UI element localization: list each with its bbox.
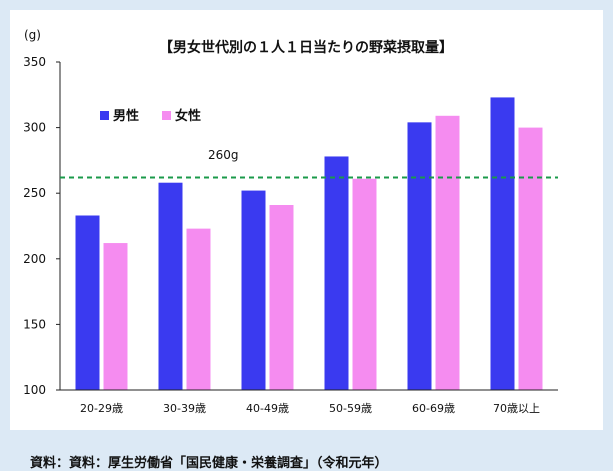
y-tick-label: 250 — [23, 186, 46, 200]
legend-label: 女性 — [175, 108, 201, 124]
source-note: 資料：資料：厚生労働省「国民健康・栄養調査」（令和元年） — [30, 456, 388, 471]
bar-female-5 — [518, 127, 543, 390]
legend-swatch — [162, 111, 171, 120]
bar-female-4 — [435, 115, 460, 391]
x-tick-label: 60-69歳 — [412, 402, 455, 415]
y-axis-unit: (g) — [24, 28, 41, 42]
y-tick-label: 100 — [23, 383, 46, 397]
bar-male-3 — [324, 156, 349, 390]
x-tick-label: 20-29歳 — [80, 402, 123, 415]
x-tick-label: 30-39歳 — [163, 402, 206, 415]
bar-chart: 【男女世代別の１人１日当たりの野菜摂取量】 (g) 100 150 200 250 30… — [23, 28, 558, 415]
y-tick-label: 300 — [23, 121, 46, 135]
y-tick-label: 350 — [23, 55, 46, 69]
chart-title: 【男女世代別の１人１日当たりの野菜摂取量】 — [159, 39, 453, 56]
y-axis-ticks: 100 150 200 250 300 350 — [23, 55, 60, 397]
chart-panel: 【男女世代別の１人１日当たりの野菜摂取量】 (g) 100 150 200 250 30… — [10, 10, 603, 471]
bar-female-3 — [352, 178, 377, 390]
bar-female-0 — [103, 243, 128, 390]
y-tick-label: 150 — [23, 317, 46, 331]
bar-female-2 — [269, 205, 294, 390]
bar-male-0 — [75, 215, 100, 390]
bar-male-5 — [490, 97, 515, 390]
bar-female-1 — [186, 228, 211, 390]
legend-label: 男性 — [113, 108, 139, 124]
legend: 男性 女性 — [100, 108, 201, 124]
x-tick-label: 50-59歳 — [329, 402, 372, 415]
x-tick-label: 40-49歳 — [246, 402, 289, 415]
bar-male-4 — [407, 122, 432, 391]
bars — [75, 97, 543, 391]
x-tick-label: 70歳以上 — [493, 402, 540, 415]
bar-male-2 — [241, 190, 266, 390]
bar-male-1 — [158, 182, 183, 390]
reference-label: 260g — [208, 148, 239, 162]
x-axis-ticks: 20-29歳 30-39歳 40-49歳 50-59歳 60-69歳 70歳以上 — [80, 402, 540, 415]
y-tick-label: 200 — [23, 252, 46, 266]
legend-swatch — [100, 111, 109, 120]
